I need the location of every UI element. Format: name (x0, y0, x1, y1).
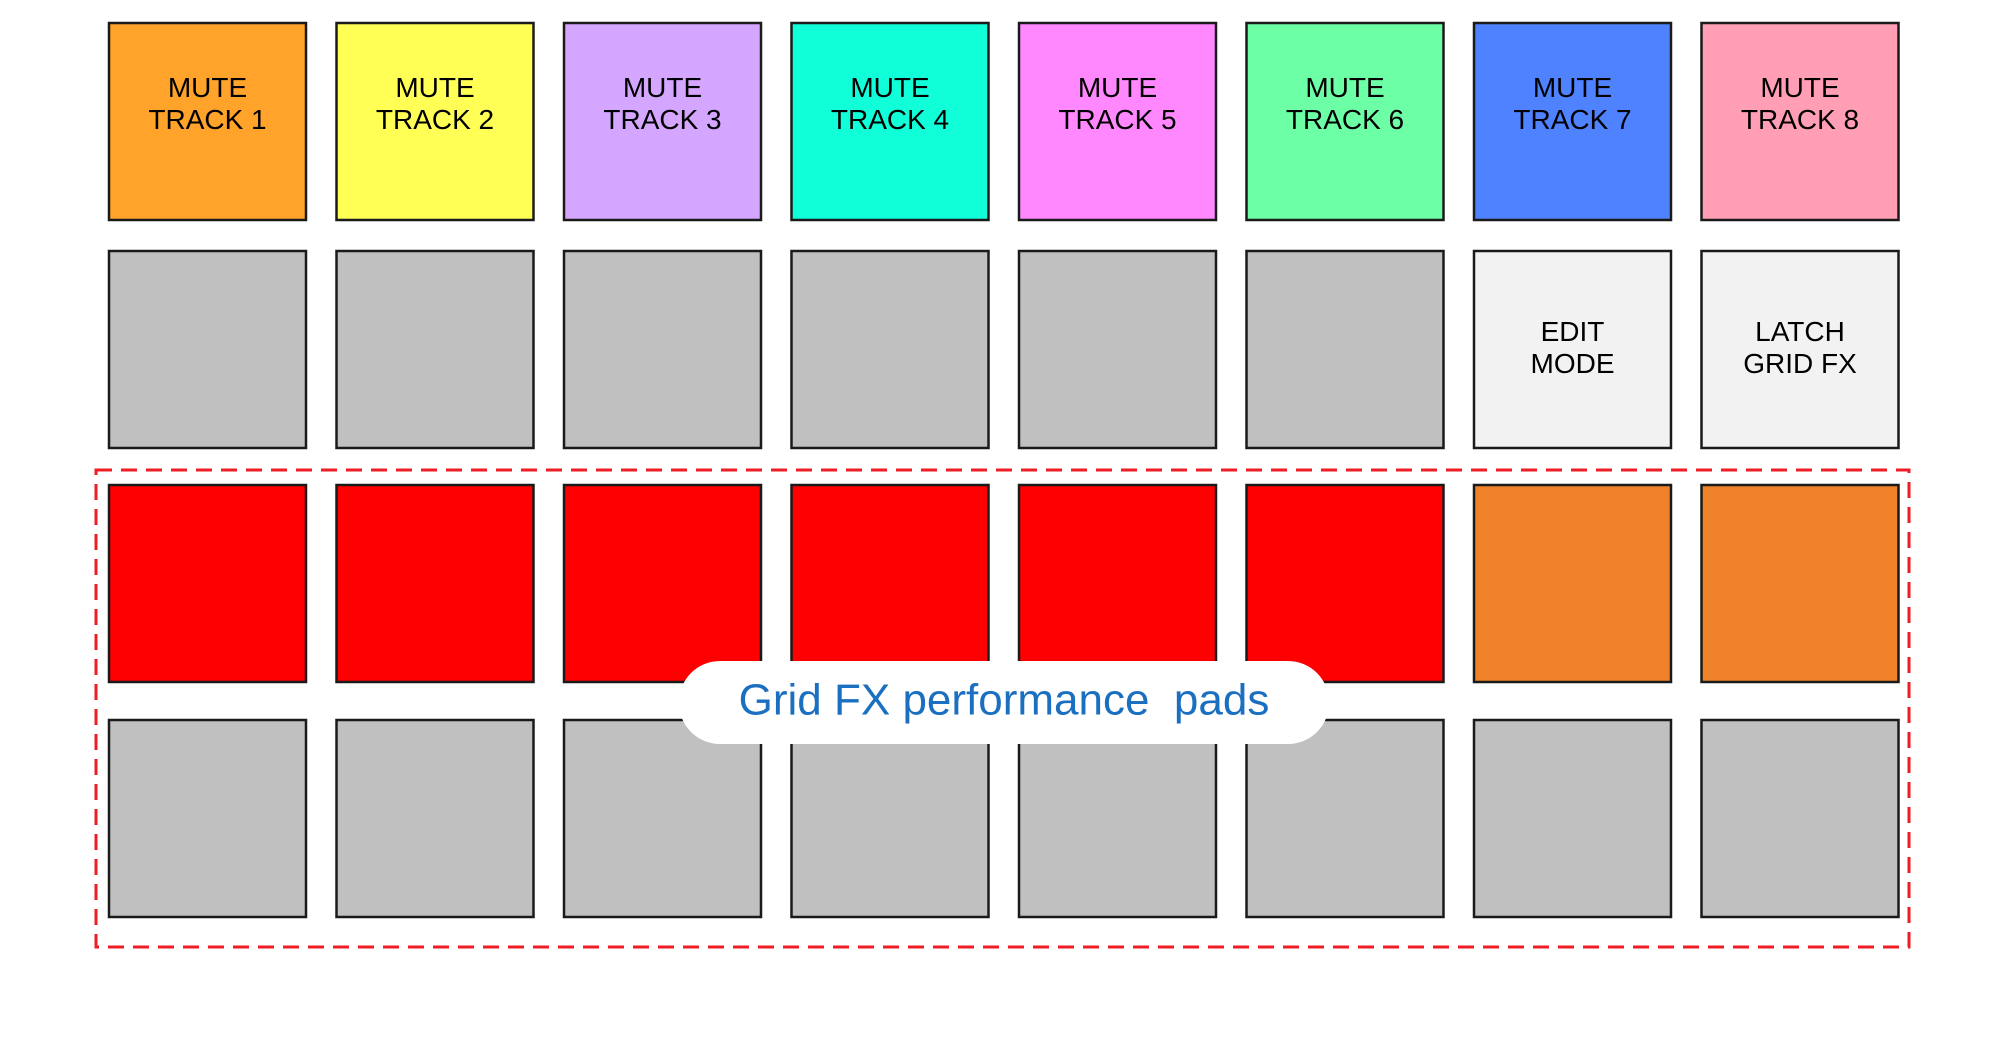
pad-label: MUTE (1078, 72, 1157, 103)
pad[interactable] (335, 718, 535, 919)
pad-label: TRACK 2 (376, 104, 494, 135)
pad-label: MUTE (168, 72, 247, 103)
pad[interactable] (1017, 249, 1218, 450)
pad[interactable] (1245, 718, 1445, 919)
pad[interactable] (107, 718, 308, 919)
pad[interactable] (1472, 249, 1673, 450)
pad-label: TRACK 6 (1286, 104, 1404, 135)
pad[interactable] (1472, 21, 1673, 222)
area-label: Grid FX performance pads (739, 676, 1270, 725)
pad[interactable] (1700, 718, 1900, 919)
performance-area (94, 468, 1911, 949)
pad[interactable] (335, 21, 535, 222)
pad-label: MUTE (623, 72, 702, 103)
pad-label: MUTE (395, 72, 474, 103)
pad[interactable] (790, 21, 990, 222)
pad[interactable] (790, 249, 990, 450)
pad[interactable] (335, 249, 535, 450)
pad-label: TRACK 7 (1513, 104, 1631, 135)
pad-label: TRACK 8 (1741, 104, 1859, 135)
pad-label: GRID FX (1743, 348, 1857, 379)
pad-label: TRACK 4 (831, 104, 949, 135)
pad[interactable] (1700, 21, 1900, 222)
pad[interactable] (1017, 483, 1218, 684)
pad-label: TRACK 3 (603, 104, 721, 135)
pad-label: MODE (1531, 348, 1615, 379)
pad[interactable] (562, 249, 763, 450)
pad-label: MUTE (1305, 72, 1384, 103)
pad[interactable] (1472, 483, 1673, 684)
pad[interactable] (790, 718, 990, 919)
pad[interactable] (1700, 483, 1900, 684)
pad[interactable] (1472, 718, 1673, 919)
pad-label: MUTE (1760, 72, 1839, 103)
pad[interactable] (562, 718, 763, 919)
pad[interactable] (107, 21, 308, 222)
pad-label: EDIT (1541, 316, 1605, 347)
pad[interactable] (1245, 483, 1445, 684)
pad-label: LATCH (1755, 316, 1845, 347)
area-label-pill (679, 661, 1329, 744)
pad-label: TRACK 1 (148, 104, 266, 135)
pad-label: TRACK 5 (1058, 104, 1176, 135)
pad[interactable] (1017, 718, 1218, 919)
pad[interactable] (1017, 21, 1218, 222)
pad[interactable] (562, 21, 763, 222)
pad[interactable] (107, 483, 308, 684)
pad[interactable] (1245, 249, 1445, 450)
pad[interactable] (790, 483, 990, 684)
pad-label: MUTE (850, 72, 929, 103)
pad[interactable] (1700, 249, 1900, 450)
pad[interactable] (107, 249, 308, 450)
pad[interactable] (335, 483, 535, 684)
pad[interactable] (1245, 21, 1445, 222)
pad-label: MUTE (1533, 72, 1612, 103)
pad[interactable] (562, 483, 763, 684)
